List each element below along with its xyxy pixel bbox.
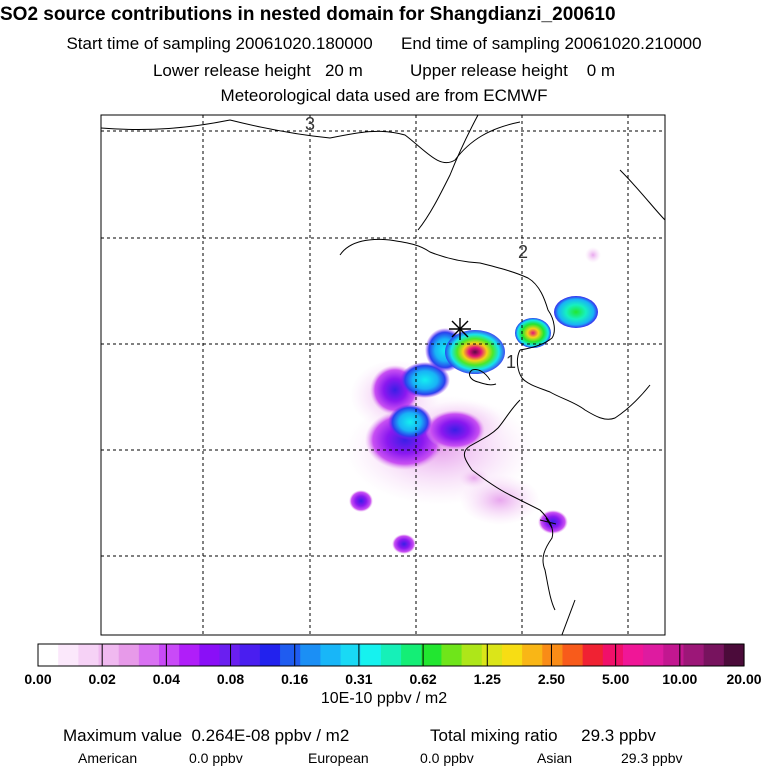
colorbar-swatch: [703, 644, 725, 666]
colorbar-swatch: [380, 644, 402, 666]
max-value-label: Maximum value 0.264E-08 ppbv / m2: [63, 726, 350, 745]
colorbar-swatch: [340, 644, 362, 666]
coastlines: [101, 115, 665, 635]
american-label: American: [78, 750, 138, 766]
colorbar-tick-label: 2.50: [537, 671, 566, 687]
colorbar-swatch: [562, 644, 584, 666]
region-label-3: 3: [305, 114, 315, 134]
colorbar: [37, 643, 745, 667]
colorbar-tick-label: 5.00: [602, 671, 630, 687]
met-data-note: Meteorological data used are from ECMWF: [220, 86, 548, 105]
region-label-1: 1: [506, 352, 516, 372]
colorbar-swatch: [320, 644, 342, 666]
colorbar-swatch: [138, 644, 160, 666]
colorbar-swatch: [239, 644, 261, 666]
colorbar-tick-label: 0.16: [281, 671, 309, 687]
colorbar-swatch: [723, 644, 745, 666]
end-time-label: End time of sampling 20061020.210000: [401, 34, 702, 53]
asian-value: 29.3 ppbv: [621, 750, 683, 766]
map-title: SO2 source contributions in nested domai…: [0, 4, 616, 25]
graticule: [101, 115, 665, 635]
map-frame: [100, 114, 666, 636]
total-mixing-label: Total mixing ratio 29.3 ppbv: [430, 726, 656, 745]
colorbar-swatch: [78, 644, 100, 666]
colorbar-swatch: [522, 644, 543, 666]
colorbar-tick-label: 0.08: [216, 671, 245, 687]
colorbar-swatch: [542, 644, 564, 666]
european-label: European: [308, 750, 369, 766]
colorbar-swatch: [461, 644, 483, 666]
sampling-times: Start time of sampling 20061020.180000 E…: [0, 34, 768, 54]
asian-label: Asian: [537, 750, 573, 766]
colorbar-tick-label: 1.25: [473, 671, 501, 687]
start-time-label: Start time of sampling 20061020.180000: [66, 34, 373, 53]
colorbar-swatch: [259, 644, 281, 666]
colorbar-swatch: [58, 644, 79, 666]
colorbar-tick-label: 20.00: [726, 671, 762, 687]
region-label-2: 2: [518, 242, 528, 262]
european-value: 0.0 ppbv: [420, 750, 474, 766]
colorbar-swatch: [300, 644, 321, 666]
colorbar-tick-label: 0.62: [409, 671, 437, 687]
colorbar-tick-label: 0.04: [152, 671, 180, 687]
colorbar-swatch: [582, 644, 604, 666]
colorbar-swatch: [401, 644, 422, 666]
colorbar-tick-label: 0.00: [24, 671, 52, 687]
colorbar-swatch: [38, 644, 59, 666]
lower-release-label: Lower release height 20 m: [152, 61, 363, 80]
colorbar-swatch: [421, 644, 443, 666]
colorbar-swatch: [481, 644, 503, 666]
colorbar-swatch: [159, 644, 180, 666]
colorbar-swatch: [199, 644, 221, 666]
colorbar-outline: [37, 643, 745, 667]
colorbar-swatch: [179, 644, 200, 666]
release-heights: Lower release height 20 m Upper release …: [0, 61, 768, 81]
colorbar-swatch: [280, 644, 301, 666]
plume-field: [345, 247, 601, 554]
colorbar-swatch: [501, 644, 523, 666]
colorbar-swatch: [663, 644, 685, 666]
upper-release-label: Upper release height 0 m: [409, 61, 616, 80]
colorbar-tick-label: 0.02: [88, 671, 116, 687]
american-value: 0.0 ppbv: [189, 750, 243, 766]
colorbar-tick-label: 0.31: [345, 671, 373, 687]
colorbar-swatch: [98, 644, 120, 666]
colorbar-swatch: [118, 644, 140, 666]
colorbar-swatch: [360, 644, 382, 666]
colorbar-swatch: [622, 644, 644, 666]
colorbar-tick-label: 10.00: [662, 671, 698, 687]
colorbar-swatch: [643, 644, 664, 666]
star-marker: [449, 318, 471, 340]
colorbar-units: 10E-10 ppbv / m2: [320, 690, 448, 707]
colorbar-swatch: [441, 644, 463, 666]
colorbar-swatch: [683, 644, 705, 666]
colorbar-swatch: [602, 644, 624, 666]
colorbar-swatch: [219, 644, 241, 666]
